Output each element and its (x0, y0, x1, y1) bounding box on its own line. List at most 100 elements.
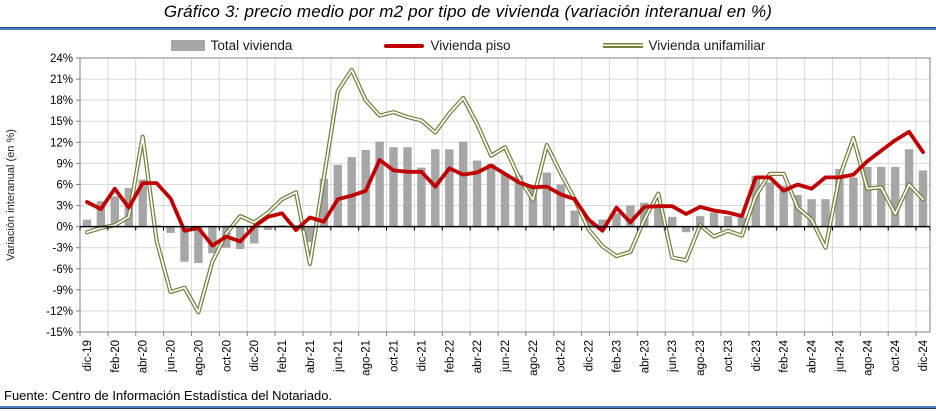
x-tick-label: feb-21 (277, 340, 289, 373)
x-tick-label: ago-20 (193, 340, 205, 376)
x-tick-label: dic-19 (82, 340, 94, 371)
bar (779, 185, 788, 227)
y-tick-label: -3% (53, 243, 73, 255)
x-tick-label: abr-21 (305, 340, 317, 373)
x-tick-label: feb-24 (779, 339, 791, 372)
source-note: Fuente: Centro de Información Estadístic… (4, 388, 333, 403)
x-tick-label: oct-23 (723, 340, 735, 372)
x-tick-label: jun-23 (667, 340, 679, 373)
legend-item-vivienda-unifamiliar: Vivienda unifamiliar (602, 38, 766, 53)
y-tick-label: 6% (56, 179, 73, 191)
line-vivienda-unifamiliar-core (86, 69, 924, 314)
bar (542, 172, 551, 227)
bar (849, 177, 858, 227)
x-tick-label: feb-20 (110, 340, 122, 373)
y-tick-label: -9% (53, 285, 73, 297)
title-divider (0, 27, 936, 30)
bar (626, 205, 635, 227)
bar (654, 205, 663, 227)
x-tick-label: abr-24 (807, 339, 819, 373)
bar (556, 184, 565, 227)
bar (598, 219, 607, 227)
bar (612, 213, 621, 227)
bar (807, 199, 816, 227)
y-tick-label: -6% (53, 264, 73, 276)
bar (891, 166, 900, 227)
x-tick-label: ago-23 (695, 340, 707, 376)
y-tick-label: -15% (46, 327, 73, 339)
y-axis-title: Variación interanual (en %) (5, 129, 17, 261)
bar (528, 187, 538, 227)
y-tick-label: 12% (50, 137, 73, 149)
red-line-swatch-icon (384, 43, 425, 48)
bar (417, 167, 426, 227)
bar (459, 141, 468, 227)
bar (640, 202, 649, 227)
x-tick-label: abr-20 (138, 340, 150, 373)
x-tick-label: oct-24 (890, 339, 902, 372)
bar (389, 147, 398, 227)
bar (584, 221, 593, 227)
bar (681, 226, 691, 233)
bar (110, 196, 119, 227)
x-tick-label: dic-24 (918, 339, 930, 371)
x-tick-label: feb-23 (611, 340, 623, 373)
y-tick-label: 21% (50, 74, 73, 86)
y-tick-label: 3% (56, 201, 73, 213)
x-tick-label: ago-24 (862, 339, 874, 375)
y-tick-label: 18% (50, 95, 73, 107)
legend-item-vivienda-piso: Vivienda piso (384, 38, 511, 53)
x-tick-label: oct-22 (556, 340, 568, 372)
bar (500, 173, 510, 227)
y-tick-label: 0% (56, 222, 73, 234)
bar (445, 149, 454, 227)
plot-frame (79, 57, 931, 333)
bar (668, 216, 677, 227)
x-tick-label: jun-22 (500, 340, 512, 373)
y-tick-label: 15% (50, 116, 73, 128)
bar (695, 216, 705, 227)
x-tick-label: dic-23 (751, 340, 763, 371)
x-tick-label: jun-21 (333, 340, 345, 373)
x-tick-label: oct-20 (221, 340, 233, 372)
legend: Total vivienda Vivienda piso Vivienda un… (0, 38, 936, 53)
bar (835, 169, 844, 227)
olive-line-swatch-icon (602, 43, 643, 48)
x-tick-label: jun-20 (166, 340, 178, 373)
chart-plot: 24% 21% 18% 15% 12% 9% 6% 3% 0% -3% -6% -9% -12% -15%… (5, 53, 931, 376)
legend-label-total: Total vivienda (210, 38, 293, 53)
bar (723, 216, 733, 227)
bottom-divider (0, 406, 936, 409)
x-tick-label: ago-22 (528, 340, 540, 376)
bar (263, 226, 273, 231)
bar (765, 182, 774, 227)
x-tick-label: oct-21 (389, 340, 401, 372)
bar (375, 141, 384, 227)
bar (291, 225, 301, 227)
x-tick-label: feb-22 (444, 340, 456, 373)
bar (319, 178, 329, 227)
bar (194, 226, 203, 264)
x-tick-label: abr-23 (639, 340, 651, 373)
y-tick-label: 9% (56, 158, 73, 170)
legend-item-total-vivienda: Total vivienda (170, 38, 293, 53)
bar (305, 226, 315, 243)
x-tick-label: jun-24 (834, 339, 846, 373)
x-tick-label: dic-22 (584, 340, 596, 371)
y-tick-label: 24% (50, 53, 73, 65)
bar (877, 166, 886, 227)
bar (208, 226, 217, 254)
bar (166, 226, 175, 233)
legend-label-unifamiliar: Vivienda unifamiliar (648, 38, 766, 53)
bar (821, 199, 830, 227)
x-tick-label: abr-22 (472, 340, 484, 373)
bar (347, 157, 356, 227)
bar (180, 226, 189, 262)
bar (277, 225, 287, 227)
bar (96, 201, 106, 227)
bar (570, 210, 579, 227)
x-tick-label: dic-20 (249, 340, 261, 371)
bar (82, 219, 92, 227)
bar (709, 212, 719, 227)
chart-area: 24% 21% 18% 15% 12% 9% 6% 3% 0% -3% -6% -9% -12% -15%… (5, 53, 931, 376)
